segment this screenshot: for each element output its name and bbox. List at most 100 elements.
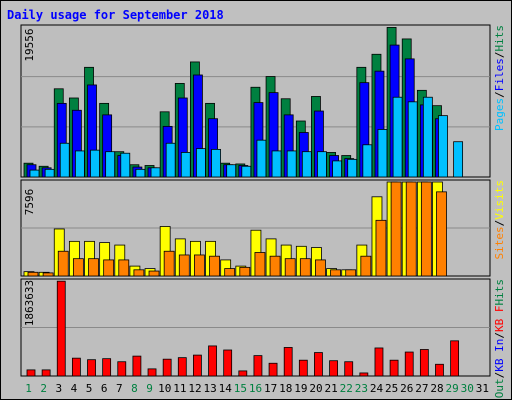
day-label-29: 29 — [446, 382, 459, 395]
bar-kbytes-kb-f-day-15 — [238, 370, 248, 377]
legend-hits: Pages/Files/Hits — [493, 25, 506, 131]
bar-kbytes-kb-f-day-17 — [268, 362, 278, 377]
bar-hits-pages-day-29 — [453, 141, 464, 178]
bar-kbytes-kb-f-day-10 — [162, 358, 172, 377]
bar-visits-sites-day-3 — [57, 250, 69, 277]
day-label-6: 6 — [101, 382, 108, 395]
legend-item-visits-2: Visits — [493, 180, 506, 220]
bar-visits-sites-day-6 — [103, 259, 115, 277]
legend-item-hits-2: Files — [493, 58, 506, 91]
bar-hits-pages-day-1 — [29, 169, 40, 178]
legend-item-kbytes-2: KB In — [493, 339, 506, 372]
bar-visits-sites-day-4 — [72, 258, 84, 277]
legend-visits: Sites/Visits — [493, 180, 506, 260]
bar-visits-sites-day-18 — [284, 258, 296, 277]
bar-visits-sites-day-7 — [118, 259, 130, 277]
legend-item-kbytes-4: KB F — [493, 306, 506, 333]
bar-kbytes-kb-f-day-8 — [132, 355, 142, 377]
day-label-18: 18 — [279, 382, 292, 395]
bar-visits-sites-day-17 — [269, 255, 281, 277]
bar-kbytes-kb-f-day-27 — [419, 349, 429, 377]
ymax-label-kbytes: 1863633 — [23, 280, 36, 326]
day-label-30: 30 — [461, 382, 474, 395]
bar-kbytes-kb-f-day-18 — [283, 347, 293, 377]
day-label-22: 22 — [340, 382, 353, 395]
bar-kbytes-kb-f-day-9 — [147, 368, 157, 377]
bar-hits-pages-day-16 — [256, 139, 267, 178]
bar-kbytes-kb-f-day-25 — [389, 359, 399, 377]
bar-hits-pages-day-11 — [180, 152, 191, 178]
bar-hits-pages-day-3 — [59, 142, 70, 178]
day-label-8: 8 — [131, 382, 138, 395]
bar-kbytes-kb-f-day-24 — [374, 347, 384, 377]
day-label-9: 9 — [146, 382, 153, 395]
bar-kbytes-kb-f-day-16 — [253, 355, 263, 377]
day-label-25: 25 — [385, 382, 398, 395]
day-label-26: 26 — [400, 382, 413, 395]
bar-hits-pages-day-8 — [135, 168, 146, 178]
bar-hits-pages-day-21 — [332, 160, 342, 178]
day-label-2: 2 — [40, 382, 47, 395]
day-label-12: 12 — [188, 382, 201, 395]
bar-hits-pages-day-18 — [286, 150, 297, 178]
bar-kbytes-kb-f-day-22 — [344, 361, 354, 377]
bar-kbytes-kb-f-day-20 — [314, 352, 323, 377]
day-label-17: 17 — [264, 382, 277, 395]
day-label-5: 5 — [86, 382, 93, 395]
legend-item-visits-0: Sites — [493, 226, 506, 259]
bar-hits-pages-day-15 — [241, 165, 252, 178]
day-label-11: 11 — [173, 382, 186, 395]
day-label-27: 27 — [415, 382, 428, 395]
day-label-7: 7 — [116, 382, 123, 395]
bar-hits-pages-day-20 — [317, 151, 327, 178]
bar-visits-sites-day-28 — [436, 191, 447, 277]
bar-kbytes-kb-f-day-28 — [435, 363, 444, 377]
day-label-15: 15 — [234, 382, 247, 395]
bar-hits-pages-day-13 — [211, 148, 221, 178]
bar-hits-pages-day-23 — [362, 144, 373, 178]
bar-kbytes-kb-f-day-11 — [177, 357, 187, 377]
bar-visits-sites-day-12 — [194, 254, 205, 277]
legend-item-hits-1: / — [493, 91, 506, 98]
ymax-label-hits: 19556 — [23, 28, 36, 61]
day-label-1: 1 — [25, 382, 32, 395]
day-label-13: 13 — [203, 382, 216, 395]
bar-visits-sites-day-20 — [315, 259, 326, 277]
day-label-24: 24 — [370, 382, 384, 395]
legend-item-kbytes-0: KB Out — [493, 378, 506, 400]
bar-hits-pages-day-2 — [44, 168, 55, 178]
bar-kbytes-kb-f-day-13 — [208, 345, 217, 377]
bar-kbytes-kb-f-day-14 — [223, 349, 233, 377]
bar-visits-sites-day-19 — [299, 258, 311, 277]
bar-kbytes-kb-f-day-12 — [193, 354, 202, 377]
legend-item-kbytes-5: Hits — [493, 279, 506, 306]
bar-kbytes-kb-f-day-21 — [329, 360, 338, 377]
bar-visits-sites-day-1 — [27, 271, 39, 277]
bar-visits-sites-day-11 — [178, 254, 190, 277]
bar-visits-sites-day-5 — [88, 258, 99, 277]
bar-hits-pages-day-17 — [271, 150, 282, 178]
day-label-20: 20 — [309, 382, 322, 395]
bar-visits-sites-day-8 — [133, 269, 145, 277]
legend-item-kbytes-1: / — [493, 372, 506, 379]
bar-visits-sites-day-21 — [330, 269, 341, 277]
bar-visits-sites-day-25 — [390, 181, 402, 277]
chart-title: Daily usage for September 2018 — [7, 8, 224, 22]
day-label-28: 28 — [430, 382, 443, 395]
bar-hits-pages-day-25 — [392, 96, 403, 178]
bar-hits-pages-day-10 — [165, 142, 176, 178]
bar-visits-sites-day-16 — [254, 252, 266, 277]
legend-item-visits-1: / — [493, 220, 506, 227]
day-label-3: 3 — [56, 382, 63, 395]
day-label-16: 16 — [249, 382, 262, 395]
bar-kbytes-kb-f-day-7 — [117, 361, 127, 377]
bar-hits-pages-day-9 — [150, 167, 161, 178]
day-label-31: 31 — [476, 382, 489, 395]
day-label-19: 19 — [294, 382, 307, 395]
legend-item-hits-0: Pages — [493, 98, 506, 131]
bar-visits-sites-day-22 — [345, 269, 357, 277]
bar-kbytes-kb-f-day-19 — [298, 359, 308, 377]
bar-visits-sites-day-10 — [163, 250, 175, 277]
